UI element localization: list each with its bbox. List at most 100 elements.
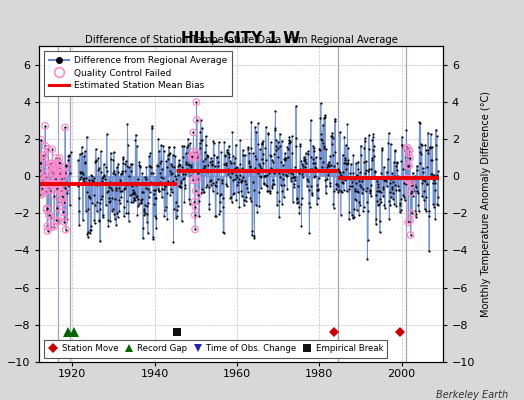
Point xyxy=(401,180,410,187)
Point xyxy=(387,176,395,182)
Point xyxy=(271,137,280,143)
Point xyxy=(420,196,428,203)
Point xyxy=(64,157,72,164)
Point xyxy=(330,163,339,170)
Point xyxy=(368,146,377,153)
Point xyxy=(255,173,264,180)
Point xyxy=(398,144,407,150)
Point xyxy=(161,183,169,190)
Point xyxy=(120,213,128,219)
Point xyxy=(54,186,62,193)
Point xyxy=(88,172,96,179)
Point xyxy=(116,188,124,194)
Point xyxy=(51,177,59,183)
Point xyxy=(177,183,185,190)
Point xyxy=(97,193,106,199)
Point xyxy=(133,212,141,218)
Point xyxy=(50,166,59,172)
Point xyxy=(346,183,354,189)
Point xyxy=(203,182,211,188)
Point xyxy=(240,197,248,203)
Point xyxy=(38,178,46,184)
Point xyxy=(213,154,221,160)
Point xyxy=(145,163,154,170)
Point xyxy=(212,183,220,189)
Point xyxy=(297,158,305,164)
Point xyxy=(52,217,61,224)
Point xyxy=(211,213,220,219)
Point xyxy=(310,148,319,155)
Point xyxy=(192,188,200,194)
Point xyxy=(433,202,442,208)
Point xyxy=(265,168,273,174)
Point xyxy=(199,166,207,172)
Point xyxy=(350,214,358,220)
Point xyxy=(253,170,261,176)
Point xyxy=(212,178,221,185)
Point xyxy=(134,176,142,182)
Point xyxy=(236,178,245,184)
Point xyxy=(407,182,416,188)
Point xyxy=(151,213,159,219)
Point xyxy=(155,148,163,154)
Point xyxy=(170,144,178,150)
Point xyxy=(100,172,108,179)
Point xyxy=(252,156,260,162)
Point xyxy=(339,151,347,158)
Point xyxy=(111,171,119,177)
Point xyxy=(49,169,57,175)
Point xyxy=(308,166,316,172)
Point xyxy=(133,143,141,149)
Point xyxy=(403,175,411,182)
Point xyxy=(249,150,257,157)
Point xyxy=(102,131,111,138)
Point xyxy=(337,188,346,195)
Point xyxy=(110,211,118,218)
Point xyxy=(195,145,204,151)
Point xyxy=(329,201,337,208)
Point xyxy=(355,199,363,205)
Point xyxy=(139,235,147,242)
Point xyxy=(36,168,44,174)
Point xyxy=(347,176,355,182)
Point xyxy=(37,173,45,179)
Point xyxy=(217,180,226,186)
Point xyxy=(89,175,97,181)
Point xyxy=(313,201,321,208)
Point xyxy=(159,175,167,182)
Point xyxy=(309,160,317,166)
Point xyxy=(121,161,129,168)
Point xyxy=(247,119,256,125)
Point xyxy=(416,160,424,166)
Point xyxy=(223,148,231,155)
Point xyxy=(195,198,203,204)
Point xyxy=(327,132,335,139)
Point xyxy=(294,168,302,174)
Point xyxy=(348,179,356,186)
Point xyxy=(258,140,266,147)
Point xyxy=(51,177,59,183)
Point xyxy=(140,210,149,216)
Point xyxy=(403,144,412,151)
Point xyxy=(246,197,255,204)
Point xyxy=(48,146,57,152)
Point xyxy=(45,184,53,190)
Point xyxy=(65,152,73,158)
Point xyxy=(201,163,209,169)
Point xyxy=(365,132,373,138)
Point xyxy=(303,168,311,174)
Point xyxy=(324,162,332,168)
Point xyxy=(235,176,243,183)
Point xyxy=(61,124,69,130)
Point xyxy=(379,192,387,199)
Point xyxy=(402,127,411,133)
Point xyxy=(310,145,318,151)
Point xyxy=(282,155,290,161)
Point xyxy=(164,178,172,184)
Point xyxy=(291,174,299,180)
Point xyxy=(394,183,402,189)
Point xyxy=(232,172,240,178)
Point xyxy=(78,144,86,150)
Point xyxy=(191,204,200,210)
Point xyxy=(63,216,72,222)
